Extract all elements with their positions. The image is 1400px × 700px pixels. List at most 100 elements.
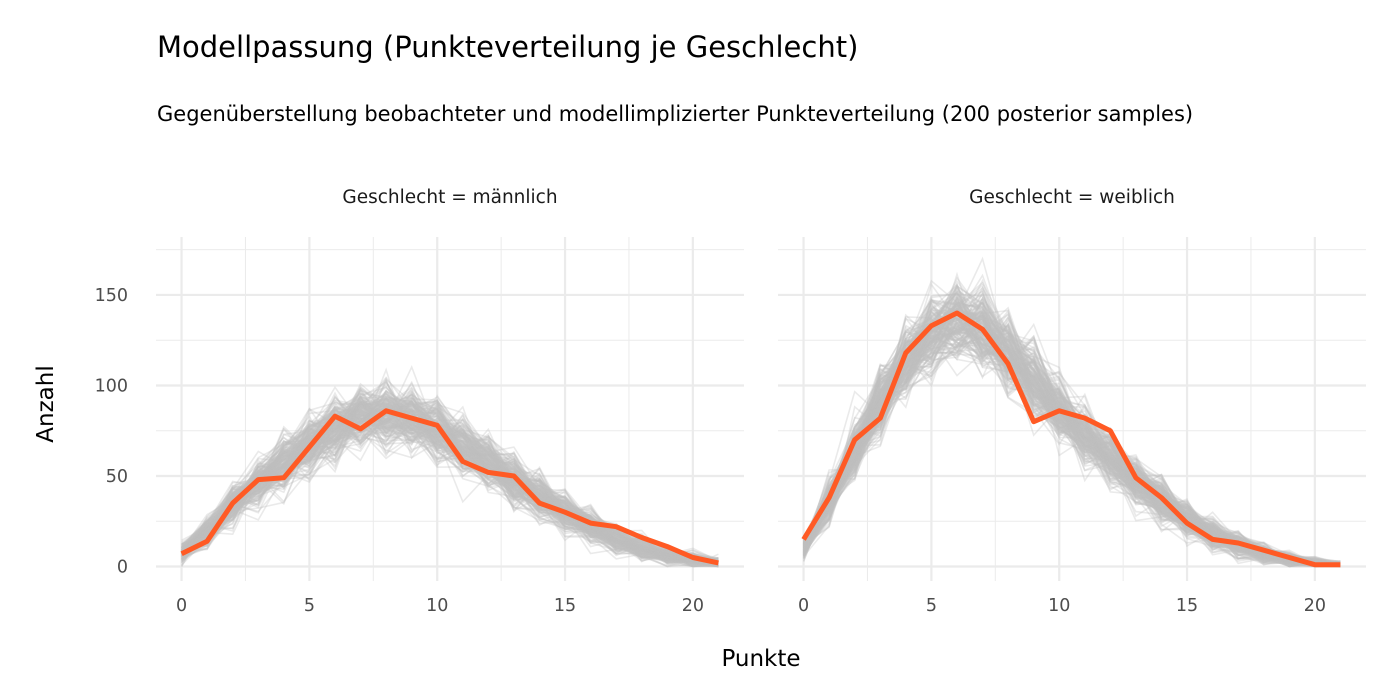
posterior-sample-line	[802, 271, 1341, 564]
posterior-sample-line	[803, 324, 1341, 566]
posterior-sample-line	[181, 398, 719, 567]
posterior-sample-line	[181, 385, 719, 566]
posterior-sample-line	[180, 395, 719, 565]
posterior-sample-line	[181, 401, 719, 562]
posterior-sample-line	[181, 399, 719, 566]
posterior-sample-line	[181, 417, 719, 568]
posterior-sample-line	[181, 388, 719, 563]
posterior-sample-line	[802, 299, 1341, 566]
posterior-sample-line	[802, 291, 1341, 566]
posterior-sample-line	[802, 292, 1341, 567]
posterior-sample-line	[181, 405, 719, 561]
panel-weiblich: 0 5 10 15 20	[778, 237, 1366, 616]
posterior-sample-line	[181, 423, 719, 562]
posterior-sample-line	[802, 308, 1341, 568]
posterior-sample-line	[181, 385, 719, 565]
posterior-sample-line	[802, 296, 1341, 565]
posterior-sample-line	[181, 382, 719, 563]
posterior-sample-line	[181, 395, 719, 564]
posterior-sample-line	[802, 298, 1341, 566]
posterior-sample-line	[802, 318, 1341, 567]
posterior-sample-line	[181, 432, 719, 564]
posterior-sample-line	[181, 421, 719, 568]
posterior-sample-line	[180, 391, 719, 562]
posterior-sample-line	[802, 335, 1341, 567]
posterior-sample-line	[802, 292, 1341, 566]
posterior-sample-line	[802, 311, 1341, 567]
posterior-sample-line	[181, 414, 719, 565]
posterior-sample-line	[181, 409, 719, 563]
posterior-sample-line	[802, 298, 1341, 567]
posterior-sample-line	[181, 397, 719, 562]
posterior-sample-line	[181, 395, 719, 566]
posterior-sample-line	[181, 407, 719, 561]
posterior-sample-line	[181, 403, 719, 563]
posterior-sample-line	[181, 412, 719, 564]
posterior-sample-line	[181, 412, 719, 564]
posterior-sample-line	[181, 393, 719, 564]
posterior-sample-line	[802, 328, 1341, 567]
posterior-sample-line	[181, 417, 719, 568]
posterior-sample-line	[802, 315, 1341, 565]
posterior-sample-line	[181, 397, 719, 565]
posterior-sample-line	[181, 404, 719, 566]
x-tick-label: 5	[304, 596, 315, 616]
posterior-sample-line	[181, 405, 719, 568]
posterior-sample-line	[802, 317, 1341, 567]
posterior-sample-line	[180, 402, 719, 563]
posterior-sample-line	[802, 325, 1341, 568]
posterior-sample-line	[802, 317, 1341, 568]
x-axis-title: Punkte	[721, 646, 800, 672]
posterior-sample-line	[181, 401, 719, 565]
posterior-sample-line	[803, 284, 1341, 568]
y-axis: 0 50 100 150	[95, 286, 128, 578]
posterior-sample-line	[802, 295, 1341, 565]
posterior-sample-line	[181, 387, 719, 566]
posterior-sample-line	[181, 421, 719, 568]
posterior-sample-line	[181, 389, 719, 563]
posterior-sample-line	[802, 317, 1341, 565]
panel-label-weiblich: Geschlecht = weiblich	[969, 187, 1175, 208]
x-tick-label: 10	[426, 596, 448, 616]
posterior-sample-line	[181, 412, 719, 564]
posterior-sample-line	[181, 416, 719, 566]
posterior-sample-line	[181, 393, 719, 563]
posterior-sample-line	[181, 409, 719, 564]
posterior-sample-line	[802, 323, 1341, 564]
posterior-sample-line	[803, 320, 1341, 568]
posterior-sample-line	[181, 412, 719, 567]
panel-label-maennlich: Geschlecht = männlich	[342, 187, 557, 208]
y-axis-title: Anzahl	[33, 365, 59, 442]
posterior-sample-line	[802, 320, 1341, 566]
x-tick-label: 5	[926, 596, 937, 616]
posterior-sample-line	[802, 308, 1341, 567]
posterior-sample-line	[180, 398, 719, 568]
posterior-sample-line	[181, 406, 719, 566]
posterior-sample-line	[802, 328, 1341, 567]
posterior-sample-line	[802, 298, 1341, 568]
y-tick-label: 150	[95, 286, 128, 306]
posterior-sample-line	[181, 409, 719, 568]
posterior-sample-line	[802, 311, 1341, 566]
posterior-sample-line	[181, 388, 719, 564]
posterior-sample-line	[181, 408, 719, 568]
posterior-sample-line	[181, 408, 719, 565]
posterior-sample-line	[181, 397, 719, 562]
posterior-sample-line	[181, 423, 719, 568]
posterior-sample-line	[181, 428, 719, 564]
posterior-sample-line	[180, 386, 719, 563]
y-tick-label: 0	[117, 558, 128, 578]
posterior-sample-line	[802, 311, 1341, 568]
posterior-sample-line	[803, 289, 1341, 568]
posterior-sample-line	[181, 395, 719, 568]
posterior-sample-line	[181, 391, 719, 563]
posterior-sample-line	[802, 301, 1341, 567]
posterior-sample-line	[180, 391, 719, 564]
posterior-sample-line	[802, 296, 1341, 566]
posterior-sample-line	[802, 290, 1341, 565]
posterior-sample-line	[181, 386, 719, 562]
posterior-sample-line	[802, 278, 1341, 568]
posterior-sample-line	[802, 300, 1341, 564]
posterior-sample-line	[181, 402, 719, 565]
posterior-sample-line	[181, 407, 719, 565]
